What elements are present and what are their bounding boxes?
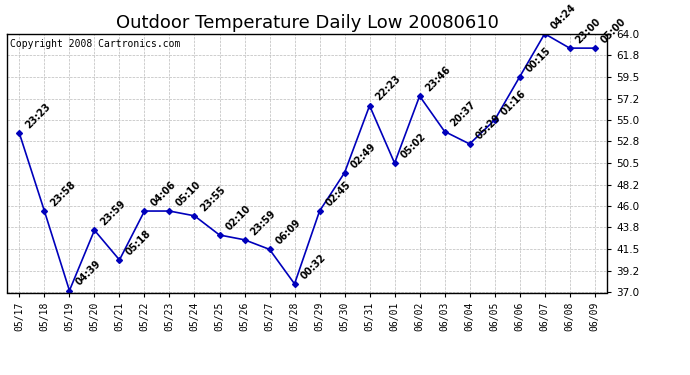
Text: 22:23: 22:23 xyxy=(374,74,403,103)
Title: Outdoor Temperature Daily Low 20080610: Outdoor Temperature Daily Low 20080610 xyxy=(116,14,498,32)
Text: 05:18: 05:18 xyxy=(124,228,152,257)
Text: 06:09: 06:09 xyxy=(274,217,303,247)
Text: 23:59: 23:59 xyxy=(248,208,277,237)
Text: 20:37: 20:37 xyxy=(448,100,477,129)
Text: 05:00: 05:00 xyxy=(599,16,628,45)
Text: 01:16: 01:16 xyxy=(499,88,528,117)
Text: 23:59: 23:59 xyxy=(99,198,128,227)
Text: 05:10: 05:10 xyxy=(174,179,203,208)
Text: 23:00: 23:00 xyxy=(574,16,603,45)
Text: 23:58: 23:58 xyxy=(48,179,78,208)
Text: 05:29: 05:29 xyxy=(474,112,503,141)
Text: 05:02: 05:02 xyxy=(399,131,428,160)
Text: 00:15: 00:15 xyxy=(524,45,553,74)
Text: 23:55: 23:55 xyxy=(199,184,228,213)
Text: 00:32: 00:32 xyxy=(299,252,328,281)
Text: Copyright 2008 Cartronics.com: Copyright 2008 Cartronics.com xyxy=(10,39,180,49)
Text: 04:24: 04:24 xyxy=(549,2,578,31)
Text: 04:39: 04:39 xyxy=(74,259,103,288)
Text: 02:45: 02:45 xyxy=(324,179,353,208)
Text: 02:49: 02:49 xyxy=(348,141,377,170)
Text: 23:46: 23:46 xyxy=(424,64,453,93)
Text: 04:06: 04:06 xyxy=(148,179,177,208)
Text: 23:23: 23:23 xyxy=(23,102,52,130)
Text: 02:10: 02:10 xyxy=(224,203,253,232)
